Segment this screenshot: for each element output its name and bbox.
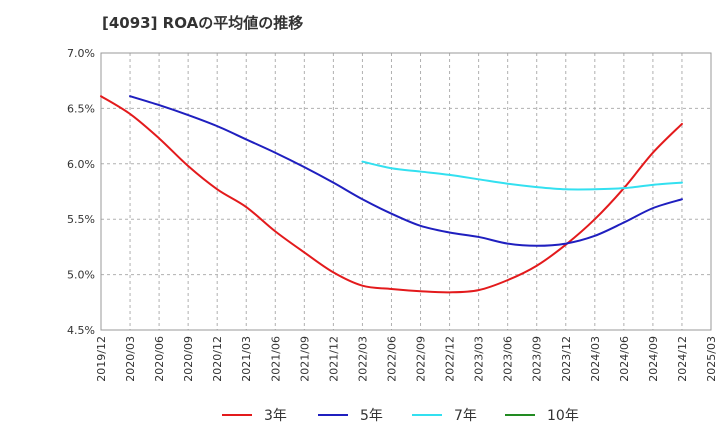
axes: 4.5% 5.0% 5.5% 6.0% 6.5% 7.0% 2019/12 2020/03 20… <box>67 47 718 382</box>
grid-lines <box>100 52 712 331</box>
x-tick-label: 2020/09 <box>182 336 195 382</box>
series-line-3 <box>361 160 683 191</box>
x-tick-label: 2022/03 <box>356 336 369 382</box>
legend-label: 5年 <box>360 408 383 424</box>
x-tick-label: 2023/12 <box>560 336 573 382</box>
x-tick-label: 2021/09 <box>298 336 311 382</box>
x-tick-label: 2024/09 <box>647 336 660 382</box>
y-tick-label: 5.0% <box>67 269 95 282</box>
x-tick-label: 2021/12 <box>327 336 340 382</box>
x-tick-label: 2020/03 <box>124 336 137 382</box>
x-tick-label: 2020/06 <box>153 336 166 382</box>
plot-border <box>100 52 712 331</box>
x-tick-label: 2024/12 <box>676 336 689 382</box>
x-tick-label: 2024/03 <box>589 336 602 382</box>
y-tick-label: 6.0% <box>67 158 95 171</box>
y-tick-label: 5.5% <box>67 213 95 226</box>
x-tick-label: 2019/12 <box>95 336 108 382</box>
series-line-2 <box>129 95 683 247</box>
x-tick-label: 2021/03 <box>240 336 253 382</box>
y-tick-label: 4.5% <box>67 324 95 337</box>
y-tick-label: 6.5% <box>67 102 95 115</box>
x-tick-label: 2022/12 <box>444 336 457 382</box>
x-tick-label: 2022/09 <box>415 336 428 382</box>
x-tick-label: 2020/12 <box>211 336 224 382</box>
x-tick-label: 2025/03 <box>705 336 718 382</box>
series-line-1 <box>100 95 683 294</box>
legend-label: 10年 <box>547 408 579 424</box>
x-tick-label: 2023/09 <box>531 336 544 382</box>
chart-title: [4093] ROAの平均値の推移 <box>102 14 304 32</box>
series-lines <box>100 95 683 294</box>
x-tick-label: 2021/06 <box>269 336 282 382</box>
y-tick-label: 7.0% <box>67 47 95 60</box>
x-tick-label: 2022/06 <box>385 336 398 382</box>
x-tick-label: 2024/06 <box>618 336 631 382</box>
legend-label: 3年 <box>264 408 287 424</box>
x-tick-label: 2023/06 <box>502 336 515 382</box>
legend-label: 7年 <box>454 408 477 424</box>
x-tick-label: 2023/03 <box>473 336 486 382</box>
legend: 3年 5年 7年 10年 <box>222 408 579 424</box>
